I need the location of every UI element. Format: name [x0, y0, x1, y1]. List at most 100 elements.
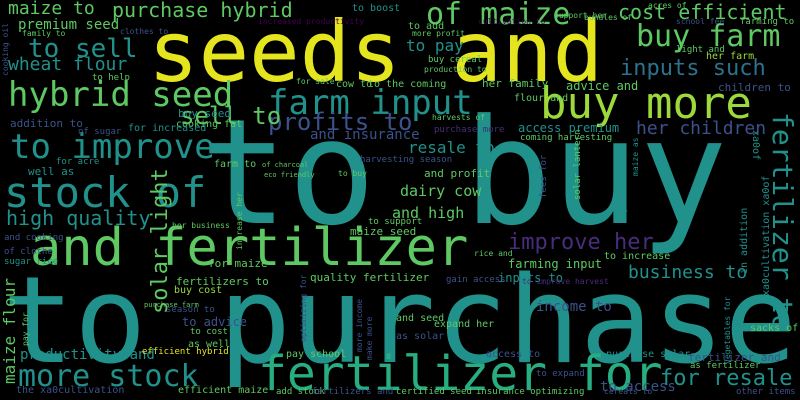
- word-efficient-maize: efficient maize: [178, 385, 269, 396]
- word-fertilizers-and: fertilizers and: [312, 387, 394, 397]
- word-cooking-oil: cooking oil: [1, 23, 10, 76]
- word-and-profit: and profit: [424, 167, 491, 180]
- word-to-access: to access: [600, 379, 676, 395]
- word-rice-and: rice and: [474, 249, 513, 258]
- word-season-to: season to: [166, 305, 215, 315]
- word-inputs-to: inputs to: [498, 271, 564, 285]
- word-income-to: income to: [536, 299, 612, 315]
- word-farming-to: farming to: [740, 17, 795, 27]
- word-to-boost: to boost: [352, 3, 401, 14]
- word-hybrid-seed: hybrid seed: [8, 75, 234, 115]
- word-purchase-hybrid: purchase hybrid: [112, 0, 293, 22]
- word-efficient-hybrid: efficient hybrid: [142, 347, 229, 357]
- word-more-profit: more profit: [412, 29, 465, 38]
- word-buy-more: buy more: [540, 78, 752, 129]
- word-pay-for: pay for: [21, 312, 30, 346]
- word-fertilizers-to: fertilizers to: [176, 275, 269, 288]
- word-support-her: support her: [554, 11, 607, 20]
- word-buy-farm: buy farm: [636, 19, 781, 54]
- word-and-cooking: and cooking: [4, 233, 64, 243]
- word-optimizing-for: optimizing for: [299, 274, 308, 342]
- word-pay-school: pay school: [286, 349, 347, 360]
- word-to-help: to help: [92, 73, 130, 83]
- word-to-support: to support: [368, 217, 423, 227]
- word-purchase-stock: purchase stock: [619, 144, 628, 212]
- word-family-to: family to: [22, 29, 66, 38]
- word-xa0cultivation-xa0of: xa0cultivation xa0of: [761, 175, 772, 296]
- word-cereals-to: cereals to: [604, 387, 653, 396]
- word-fertilizer-and: fertilizer and: [688, 351, 781, 364]
- word-dairy-cow: dairy cow: [400, 182, 482, 200]
- word-as-solar: as solar: [396, 331, 445, 342]
- word-and-fertilizer: and fertilizer: [30, 218, 469, 278]
- word-to-add: to add: [408, 21, 445, 32]
- word-of-charcoal: of charcoal: [262, 161, 309, 169]
- word-bundles-of: bundles of: [584, 13, 633, 22]
- word-cost-efficient: cost efficient: [618, 0, 787, 24]
- word-increased-productivity: increased productivity: [258, 17, 364, 26]
- word-and-insurance: and insurance: [310, 127, 420, 143]
- word-to-buy-small: to buy: [338, 169, 367, 178]
- word-fertilizer-to: fertilizer to: [766, 112, 799, 332]
- word-certified-seed: certified seed: [396, 387, 472, 397]
- word-her-family: her family: [482, 77, 549, 90]
- word-of-sugar: of sugar: [78, 127, 122, 137]
- word-for-resale: for resale: [660, 366, 793, 391]
- word-stock-of: stock of: [4, 168, 207, 217]
- word-sugar-rice: sugar rice: [4, 257, 59, 267]
- word-purchase-more: purchase more: [434, 125, 505, 135]
- word-for-acre: for acre: [56, 157, 100, 167]
- word-buy-cost: buy cost: [174, 285, 223, 296]
- word-business-to: business to: [628, 262, 748, 283]
- word-more-income: more income: [355, 299, 364, 352]
- word-for-maize: for maize: [208, 257, 268, 270]
- word-quality-fertilizer: quality fertilizer: [310, 271, 430, 284]
- word-other-items: other items: [736, 387, 796, 397]
- word-cultivation-to: cultivation to: [478, 17, 546, 26]
- word-as-well: as well: [188, 339, 231, 350]
- word-gain-access: gain access: [446, 275, 506, 285]
- word-farm-input: farm input: [268, 83, 473, 123]
- word-xa0of: xa0of: [750, 130, 761, 161]
- word-more-stock: more stock: [18, 359, 199, 394]
- word-add-stock: add stock: [276, 387, 325, 397]
- word-to-improve-harvest: to improve harvest: [522, 277, 609, 286]
- word-to-pay: to pay: [406, 36, 464, 55]
- word-buy-seed: buy seed: [178, 107, 231, 120]
- word-the-xa0cultivation: the xa0cultivation: [16, 385, 125, 396]
- word-to-the-coming: to the coming: [368, 79, 447, 90]
- word-to-improve: to improve: [10, 127, 215, 167]
- word-farming-input: farming input: [508, 257, 602, 271]
- word-improve-her: improve her: [508, 230, 654, 255]
- word-fertilizer-for: fertilizer for: [258, 346, 663, 400]
- word-maize-as: maize as: [631, 137, 640, 176]
- word-of-clothe: of clothe: [4, 247, 53, 257]
- word-access-premium: access premium: [518, 121, 620, 135]
- word-harvesting-season: harvesting season: [360, 155, 453, 165]
- word-high-quality: high quality: [6, 206, 151, 230]
- word-as-fertilizer: as fertilizer: [690, 361, 761, 371]
- word-maize-seed: maize seed: [350, 225, 417, 238]
- word-access-to: access to: [486, 349, 541, 360]
- word-coming-harvesting: coming harvesting: [520, 133, 613, 143]
- word-and-high: and high: [392, 204, 465, 222]
- word-in-addition: in addition: [739, 207, 750, 274]
- word-to-sell: to sell: [28, 34, 138, 64]
- word-productivity-and: productivity and: [20, 347, 155, 363]
- word-well-as: well as: [28, 165, 75, 178]
- word-and-seed: and seed: [396, 313, 445, 324]
- word-solar-light: solar light: [148, 168, 173, 314]
- word-sacks-of: sacks of: [750, 323, 799, 334]
- word-expand-her: expand her: [434, 319, 495, 330]
- word-her-business: her business: [172, 221, 230, 230]
- word-light-and: light and: [676, 45, 725, 55]
- word-seeds-and: seeds and: [148, 3, 604, 101]
- word-for-sale: for sale: [296, 77, 335, 86]
- word-advice-and: advice and: [566, 79, 639, 93]
- word-to-buy: to buy: [200, 88, 728, 258]
- word-profits-to: profits to: [268, 108, 413, 136]
- word-maize-flour: maize flour: [0, 278, 19, 384]
- word-inputs-such: inputs such: [620, 56, 766, 81]
- word-fees-for: fees for: [539, 154, 549, 198]
